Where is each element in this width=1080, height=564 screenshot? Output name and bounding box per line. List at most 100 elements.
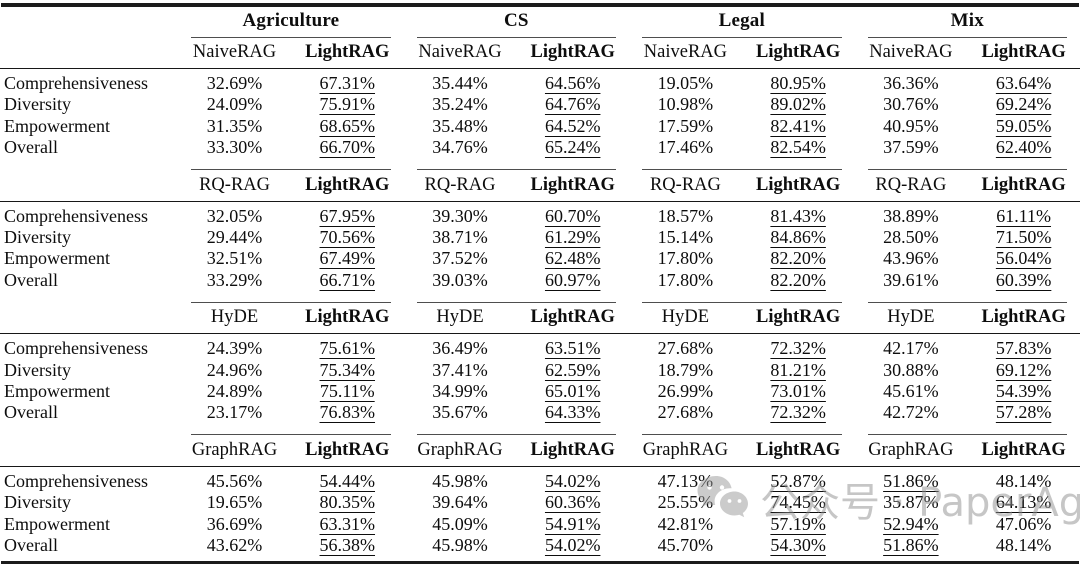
value-cell: 36.69% xyxy=(178,514,291,535)
baseline-header: NaiveRAG xyxy=(855,40,968,69)
value-cell: 47.13% xyxy=(629,466,742,492)
group-rule-row xyxy=(0,33,1080,40)
value-cell: 35.87% xyxy=(855,492,968,513)
value-cell: 24.09% xyxy=(178,94,291,115)
value-cell: 60.36% xyxy=(516,492,629,513)
value-cell: 37.59% xyxy=(855,137,968,160)
value-cell: 33.30% xyxy=(178,137,291,160)
lightrag-header: LightRAG xyxy=(742,40,855,69)
value-cell: 82.41% xyxy=(742,116,855,137)
value-cell: 84.86% xyxy=(742,227,855,248)
cmidrule xyxy=(191,434,390,435)
table-bottom-rule xyxy=(1,561,1079,564)
cmidrule xyxy=(417,302,616,303)
table-row: Empowerment 24.89% 75.11% 34.99% 65.01% … xyxy=(0,381,1080,402)
baseline-header: RQ-RAG xyxy=(629,173,742,202)
table-row: Empowerment 36.69% 63.31% 45.09% 54.91% … xyxy=(0,514,1080,535)
value-cell: 60.70% xyxy=(516,201,629,227)
value-cell: 24.89% xyxy=(178,381,291,402)
lightrag-header: LightRAG xyxy=(291,40,404,69)
metric-label: Diversity xyxy=(0,227,178,248)
value-cell: 73.01% xyxy=(742,381,855,402)
metric-label: Empowerment xyxy=(0,248,178,269)
lightrag-header: LightRAG xyxy=(742,173,855,202)
baseline-header: HyDE xyxy=(855,305,968,334)
value-cell: 27.68% xyxy=(629,402,742,425)
value-cell: 68.65% xyxy=(291,116,404,137)
cmidrule xyxy=(417,37,616,38)
lightrag-header: LightRAG xyxy=(742,438,855,467)
cmidrule xyxy=(417,169,616,170)
value-cell: 43.62% xyxy=(178,535,291,558)
value-cell: 56.38% xyxy=(291,535,404,558)
metric-label: Comprehensiveness xyxy=(0,69,178,95)
value-cell: 52.87% xyxy=(742,466,855,492)
value-cell: 35.48% xyxy=(404,116,517,137)
baseline-header: RQ-RAG xyxy=(855,173,968,202)
table-row: Diversity 19.65% 80.35% 39.64% 60.36% 25… xyxy=(0,492,1080,513)
value-cell: 72.32% xyxy=(742,402,855,425)
value-cell: 18.79% xyxy=(629,360,742,381)
cmidrule xyxy=(868,37,1068,38)
baseline-header: NaiveRAG xyxy=(629,40,742,69)
value-cell: 45.61% xyxy=(855,381,968,402)
metric-label: Overall xyxy=(0,270,178,293)
value-cell: 39.30% xyxy=(404,201,517,227)
value-cell: 45.09% xyxy=(404,514,517,535)
value-cell: 66.70% xyxy=(291,137,404,160)
cmidrule xyxy=(642,434,841,435)
method-header-row: RQ-RAG LightRAG RQ-RAG LightRAG RQ-RAG L… xyxy=(0,173,1080,202)
value-cell: 10.98% xyxy=(629,94,742,115)
value-cell: 66.71% xyxy=(291,270,404,293)
metric-label: Diversity xyxy=(0,94,178,115)
lightrag-header: LightRAG xyxy=(516,173,629,202)
value-cell: 39.64% xyxy=(404,492,517,513)
value-cell: 52.94% xyxy=(855,514,968,535)
value-cell: 47.06% xyxy=(967,514,1080,535)
value-cell: 23.17% xyxy=(178,402,291,425)
value-cell: 25.55% xyxy=(629,492,742,513)
metric-label: Comprehensiveness xyxy=(0,201,178,227)
baseline-header: HyDE xyxy=(629,305,742,334)
lightrag-header: LightRAG xyxy=(967,438,1080,467)
metric-label: Empowerment xyxy=(0,381,178,402)
value-cell: 57.83% xyxy=(967,334,1080,360)
value-cell: 45.70% xyxy=(629,535,742,558)
table-row: Empowerment 32.51% 67.49% 37.52% 62.48% … xyxy=(0,248,1080,269)
baseline-header: HyDE xyxy=(404,305,517,334)
value-cell: 64.76% xyxy=(516,94,629,115)
value-cell: 62.40% xyxy=(967,137,1080,160)
value-cell: 56.04% xyxy=(967,248,1080,269)
value-cell: 54.39% xyxy=(967,381,1080,402)
value-cell: 54.30% xyxy=(742,535,855,558)
group-header-legal: Legal xyxy=(629,7,854,33)
metric-label: Overall xyxy=(0,535,178,558)
value-cell: 62.59% xyxy=(516,360,629,381)
value-cell: 39.61% xyxy=(855,270,968,293)
value-cell: 28.50% xyxy=(855,227,968,248)
metric-label: Overall xyxy=(0,402,178,425)
value-cell: 54.91% xyxy=(516,514,629,535)
value-cell: 19.05% xyxy=(629,69,742,95)
value-cell: 36.36% xyxy=(855,69,968,95)
value-cell: 63.31% xyxy=(291,514,404,535)
table-row: Comprehensiveness 24.39% 75.61% 36.49% 6… xyxy=(0,334,1080,360)
value-cell: 60.39% xyxy=(967,270,1080,293)
value-cell: 17.46% xyxy=(629,137,742,160)
metric-label: Diversity xyxy=(0,492,178,513)
group-header-row: Agriculture CS Legal Mix xyxy=(0,7,1080,33)
value-cell: 37.52% xyxy=(404,248,517,269)
value-cell: 76.83% xyxy=(291,402,404,425)
value-cell: 32.05% xyxy=(178,201,291,227)
section-rule-row xyxy=(0,161,1080,173)
value-cell: 80.95% xyxy=(742,69,855,95)
metric-label: Empowerment xyxy=(0,116,178,137)
lightrag-header: LightRAG xyxy=(516,40,629,69)
metric-label: Comprehensiveness xyxy=(0,466,178,492)
value-cell: 60.97% xyxy=(516,270,629,293)
metric-label: Diversity xyxy=(0,360,178,381)
value-cell: 65.24% xyxy=(516,137,629,160)
value-cell: 32.51% xyxy=(178,248,291,269)
group-header-cs: CS xyxy=(404,7,629,33)
